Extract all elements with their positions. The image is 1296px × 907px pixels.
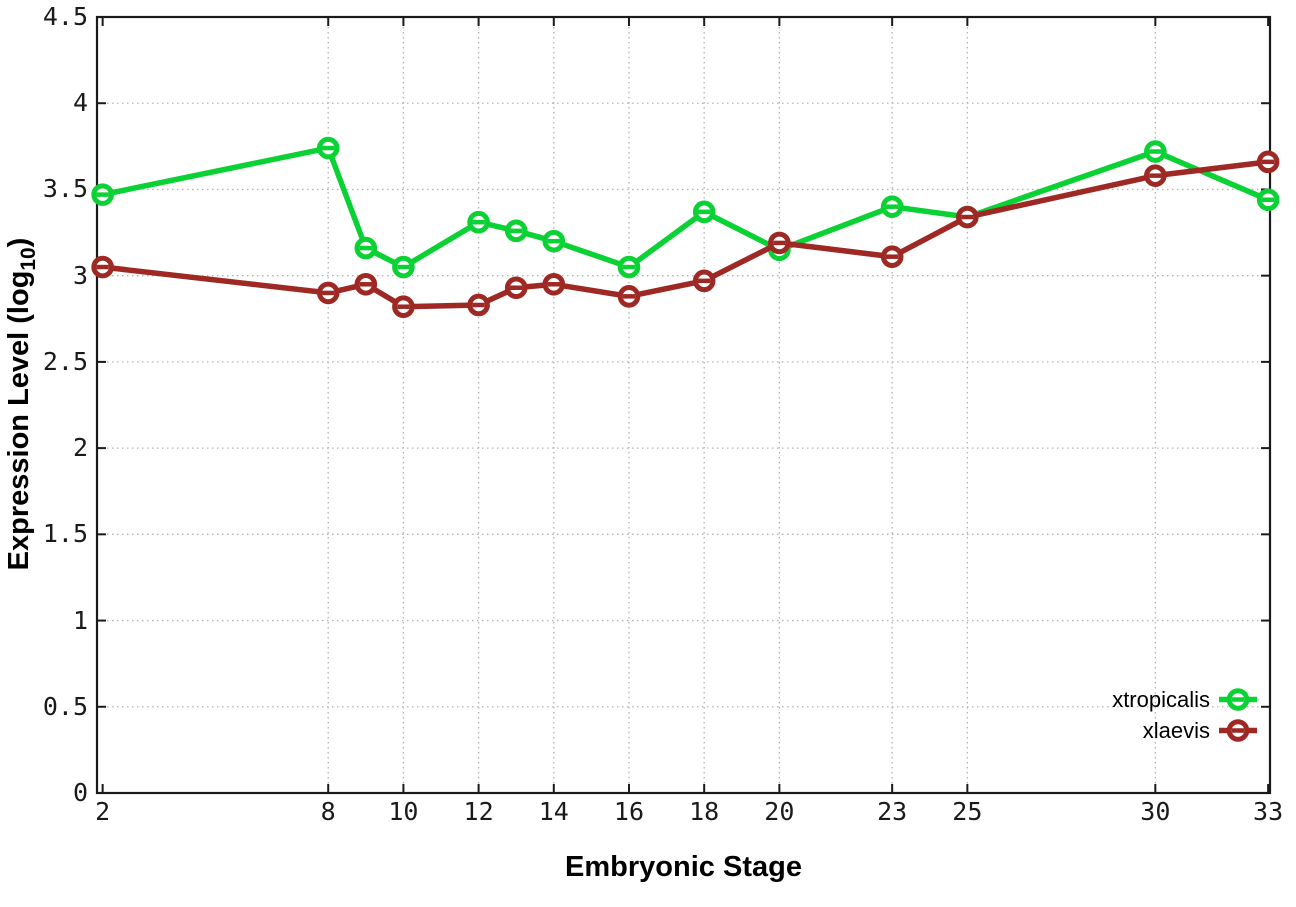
x-axis-title: Embryonic Stage [565,851,802,883]
x-tick-label: 20 [764,797,795,826]
legend: xtropicalis xlaevis [1112,686,1258,744]
x-tick-label: 23 [877,797,908,826]
x-tick-label: 14 [538,797,569,826]
series-line-xtropicalis [99,145,1271,270]
legend-label-xlaevis: xlaevis [1142,718,1210,743]
y-axis-title-suffix: ) [3,237,36,248]
x-tick-label: 2 [95,797,111,826]
legend-entry-xlaevis: xlaevis [1143,717,1258,744]
legend-sample-line-icon [1219,688,1257,711]
y-tick-label: 1 [72,605,88,635]
x-tick-label: 18 [689,797,720,826]
x-tick-label: 16 [613,797,645,826]
plot-border [95,15,1272,795]
y-tick-label: 1.5 [42,519,88,549]
x-tick-label: 10 [388,797,419,826]
y-tick-label: 2.5 [42,346,88,376]
y-tick-label: 3 [72,260,88,290]
x-tick-label: 30 [1140,797,1171,826]
y-tick-label: 2 [72,433,88,463]
legend-label-xtropicalis: xtropicalis [1112,687,1210,712]
series-line-xlaevis [99,159,1271,310]
legend-sample-line-icon [1219,719,1257,742]
x-tick-label: 33 [1253,797,1284,826]
y-tick-label: 4.5 [42,2,88,31]
y-tick-label: 3.5 [42,174,88,204]
legend-entry-xtropicalis: xtropicalis [1112,686,1258,713]
x-tick-label: 12 [463,797,494,826]
y-tick-label: 4 [72,88,88,118]
y-tick-label: 0 [72,778,88,807]
x-tick-label: 25 [952,797,983,826]
y-tick-label: 0.5 [42,691,88,721]
x-tick-label: 8 [320,797,336,826]
